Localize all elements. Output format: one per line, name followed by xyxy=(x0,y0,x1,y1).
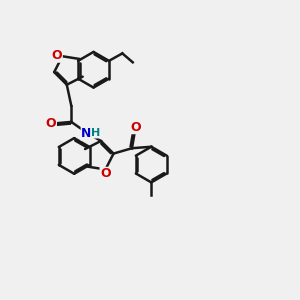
Text: O: O xyxy=(130,121,141,134)
Text: H: H xyxy=(91,128,100,138)
Text: N: N xyxy=(81,127,92,140)
Text: O: O xyxy=(100,167,111,180)
Text: O: O xyxy=(46,117,56,130)
Text: O: O xyxy=(52,49,62,62)
